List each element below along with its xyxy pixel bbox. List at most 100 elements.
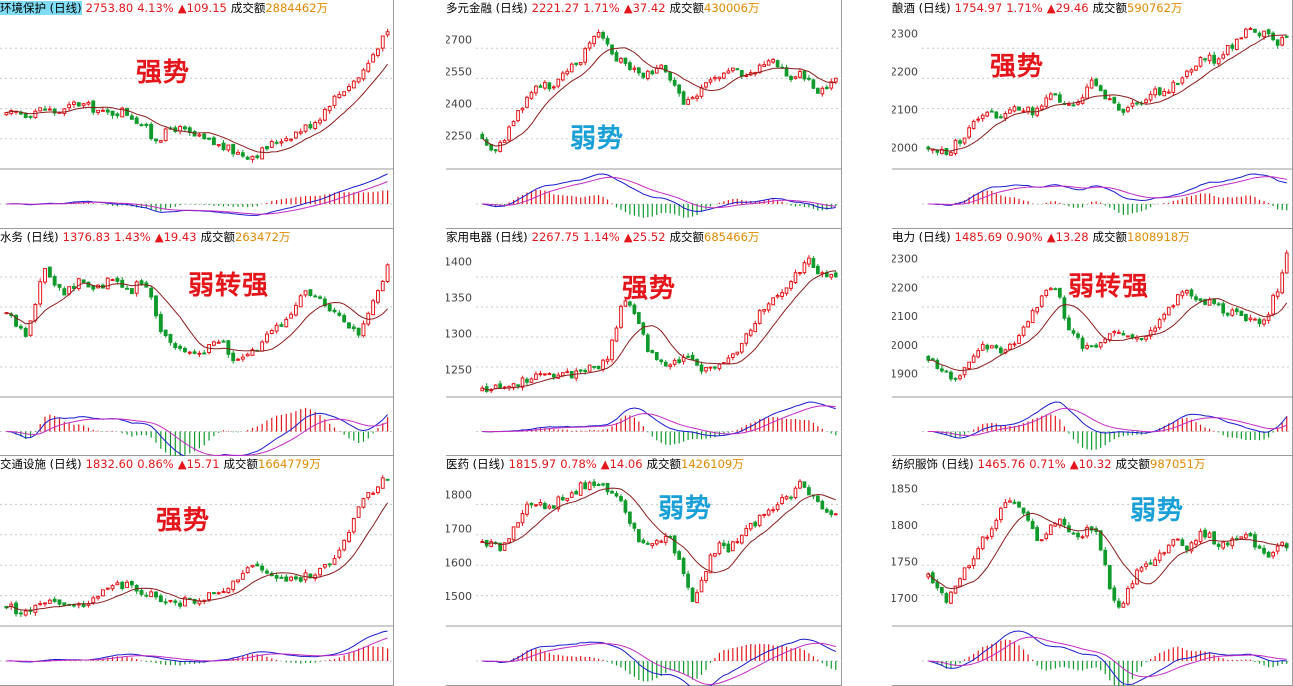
y-tick-label: 2300 bbox=[892, 27, 918, 40]
candle-body bbox=[134, 281, 139, 294]
candle-body bbox=[129, 115, 134, 120]
moving-average-line bbox=[928, 298, 1288, 372]
candle-body bbox=[347, 85, 351, 91]
candle-body bbox=[1244, 28, 1248, 38]
candle-body bbox=[33, 604, 38, 613]
candle-body bbox=[520, 377, 525, 388]
chart-panel-4[interactable]: 家用电器 (日线) 2267.75 1.14% ▲25.52 成交额685466万 125… bbox=[446, 229, 842, 456]
candle-body bbox=[216, 144, 221, 147]
candle-body bbox=[76, 102, 81, 107]
candle-body bbox=[949, 371, 953, 380]
candle-body bbox=[173, 600, 178, 603]
candle-body bbox=[72, 286, 76, 289]
candle-body bbox=[380, 280, 385, 292]
candle-body bbox=[578, 369, 583, 372]
candle-body bbox=[105, 277, 110, 290]
candle-body bbox=[551, 86, 556, 89]
y-tick-label: 1250 bbox=[446, 363, 472, 376]
chart-panel-0[interactable]: 环境保护 (日线) 2753.80 4.13% ▲109.15 成交额2884462万强… bbox=[0, 0, 394, 229]
moving-average-line bbox=[928, 34, 1287, 152]
candle-body bbox=[1171, 81, 1176, 93]
candle-body bbox=[659, 64, 664, 69]
candle-body bbox=[1121, 332, 1126, 336]
candle-body bbox=[28, 115, 33, 118]
candle-body bbox=[940, 368, 944, 372]
candle-body bbox=[366, 492, 371, 499]
candle-body bbox=[173, 343, 178, 349]
header-price: 2267.75 bbox=[531, 230, 580, 244]
candle-body bbox=[1116, 600, 1121, 608]
candle-body bbox=[1194, 65, 1198, 71]
index-name-text: 交通设施 bbox=[0, 457, 46, 471]
candle-body bbox=[1026, 321, 1030, 328]
candle-body bbox=[489, 541, 494, 547]
candle-body bbox=[1003, 113, 1008, 119]
candle-body bbox=[163, 128, 168, 141]
header-chg: ▲37.42 bbox=[623, 1, 666, 15]
candle-body bbox=[332, 309, 337, 313]
y-tick-label: 2100 bbox=[892, 310, 918, 323]
candle-body bbox=[717, 76, 722, 80]
candle-body bbox=[1257, 318, 1262, 325]
header-vol-label: 成交额 bbox=[646, 457, 682, 471]
candle-body bbox=[236, 151, 240, 155]
chart-panel-8[interactable]: 纺织服饰 (日线) 1465.76 0.71% ▲10.32 成交额987051万 170… bbox=[892, 456, 1293, 686]
candle-body bbox=[967, 565, 971, 569]
candle-body bbox=[332, 95, 337, 106]
candle-body bbox=[784, 496, 789, 500]
chart-panel-5[interactable]: 电力 (日线) 1485.69 0.90% ▲13.28 成交额1808918万 1900… bbox=[892, 229, 1293, 456]
candle-body bbox=[226, 340, 231, 355]
trend-verdict-label: 弱转强 bbox=[188, 271, 270, 301]
candle-body bbox=[962, 367, 967, 376]
candle-body bbox=[686, 573, 690, 588]
header-vol-label: 成交额 bbox=[200, 230, 236, 244]
macd-dea-line bbox=[6, 637, 388, 663]
macd-dea-line bbox=[928, 636, 1287, 678]
candle-body bbox=[816, 265, 820, 275]
candle-body bbox=[735, 351, 740, 355]
y-tick-label: 1300 bbox=[446, 327, 472, 340]
candle-body bbox=[520, 107, 525, 111]
candle-body bbox=[556, 496, 561, 510]
chart-panel-6[interactable]: 交通设施 (日线) 1832.60 0.86% ▲15.71 成交额1664779万 强势 bbox=[0, 456, 394, 686]
chart-header: 医药 (日线) 1815.97 0.78% ▲14.06 成交额1426109万 bbox=[446, 456, 744, 472]
candle-body bbox=[1003, 502, 1008, 509]
candle-body bbox=[560, 72, 565, 81]
candle-body bbox=[231, 580, 236, 591]
candle-body bbox=[115, 277, 120, 282]
candle-body bbox=[1266, 314, 1271, 321]
candle-body bbox=[385, 478, 390, 481]
period-label: (日线) bbox=[23, 230, 59, 244]
candle-body bbox=[269, 140, 274, 148]
candle-body bbox=[96, 109, 101, 113]
candle-body bbox=[385, 264, 390, 282]
header-pct: 1.71% bbox=[583, 1, 620, 15]
candle-body bbox=[158, 314, 163, 332]
candle-body bbox=[980, 114, 985, 120]
candle-body bbox=[1008, 109, 1012, 114]
candle-body bbox=[1212, 54, 1216, 64]
candle-body bbox=[240, 572, 245, 580]
header-chg: ▲19.43 bbox=[154, 230, 197, 244]
candle-body bbox=[739, 70, 744, 77]
candle-body bbox=[1030, 310, 1035, 324]
candle-body bbox=[1048, 524, 1053, 535]
candle-body bbox=[1012, 106, 1017, 112]
candle-body bbox=[120, 581, 125, 590]
candle-body bbox=[211, 341, 216, 346]
candle-body bbox=[1189, 69, 1194, 73]
chart-panel-2[interactable]: 酿酒 (日线) 1754.97 1.71% ▲29.46 成交额590762万 2000 2… bbox=[892, 0, 1293, 229]
header-vol-label: 成交额 bbox=[1092, 1, 1128, 15]
candle-body bbox=[668, 364, 673, 367]
chart-panel-3[interactable]: 水务 (日线) 1376.83 1.43% ▲19.43 成交额263472万 弱转强 bbox=[0, 229, 394, 456]
candle-body bbox=[322, 298, 327, 307]
candle-body bbox=[120, 107, 125, 118]
candle-body bbox=[1198, 530, 1203, 543]
candle-body bbox=[663, 65, 668, 73]
candle-body bbox=[62, 108, 67, 115]
header-price: 1376.83 bbox=[62, 230, 111, 244]
candle-body bbox=[47, 599, 52, 604]
chart-panel-1[interactable]: 多元金融 (日线) 2221.27 1.71% ▲37.42 成交额430006万 225… bbox=[446, 0, 842, 229]
chart-panel-7[interactable]: 医药 (日线) 1815.97 0.78% ▲14.06 成交额1426109万 1500… bbox=[446, 456, 842, 686]
candle-body bbox=[1135, 102, 1139, 105]
